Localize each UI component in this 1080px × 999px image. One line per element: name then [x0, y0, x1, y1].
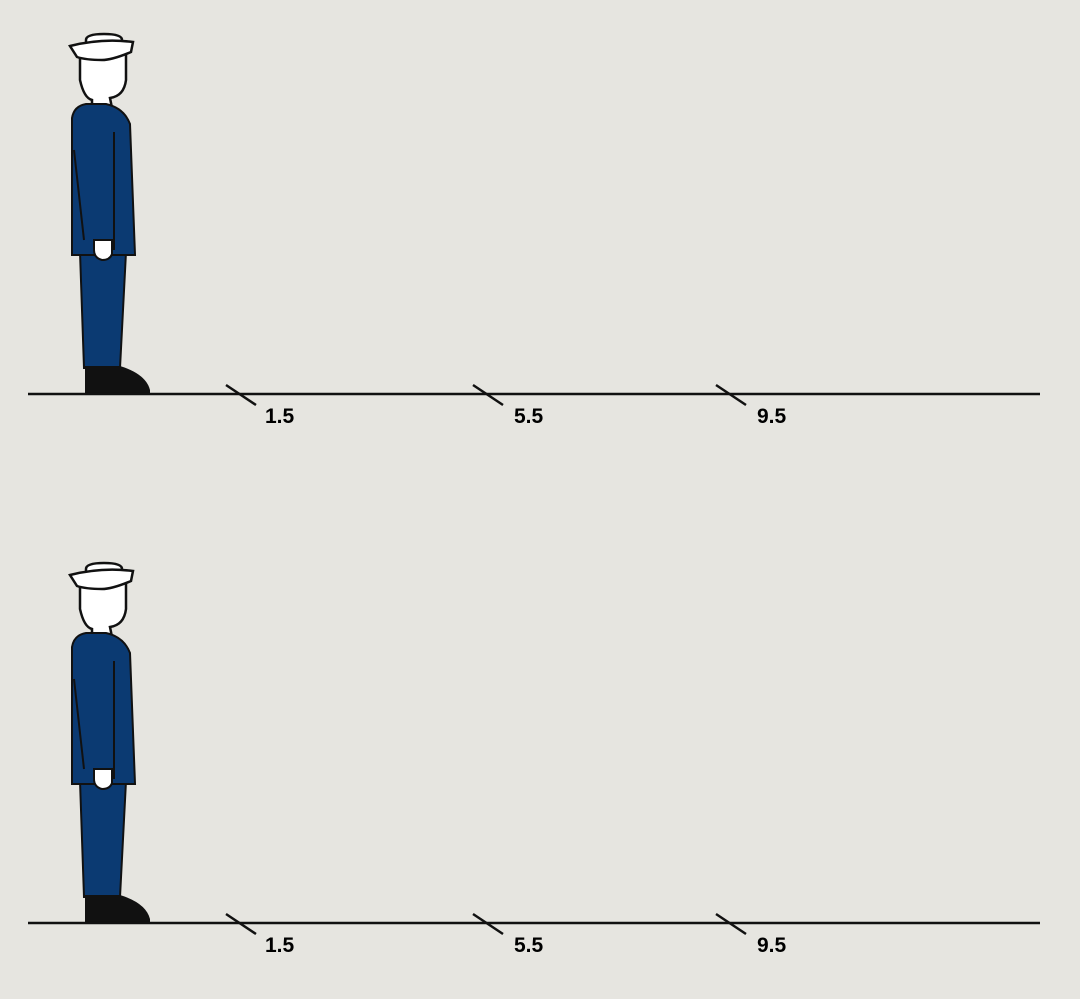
marker-label: 9.5 — [757, 405, 787, 428]
distance-marker: 9.5 — [715, 912, 787, 957]
distance-marker: 5.5 — [472, 383, 544, 428]
marker-label: 1.5 — [265, 405, 295, 428]
marker-tick — [472, 383, 504, 407]
sailor-figure — [68, 32, 152, 396]
marker-tick — [225, 383, 257, 407]
marker-label: 1.5 — [265, 934, 295, 957]
panel-top: 1.5 5.5 9.5 — [28, 32, 1040, 428]
marker-tick — [472, 912, 504, 936]
marker-label: 5.5 — [514, 934, 544, 957]
distance-marker: 9.5 — [715, 383, 787, 428]
distance-marker: 1.5 — [225, 912, 295, 957]
distance-marker: 1.5 — [225, 383, 295, 428]
distance-marker: 5.5 — [472, 912, 544, 957]
panel-bottom: 1.5 5.5 9.5 — [28, 561, 1040, 957]
sailor-figure — [68, 561, 152, 925]
marker-label: 9.5 — [757, 934, 787, 957]
marker-tick — [715, 912, 747, 936]
marker-tick — [715, 383, 747, 407]
marker-label: 5.5 — [514, 405, 544, 428]
marker-tick — [225, 912, 257, 936]
